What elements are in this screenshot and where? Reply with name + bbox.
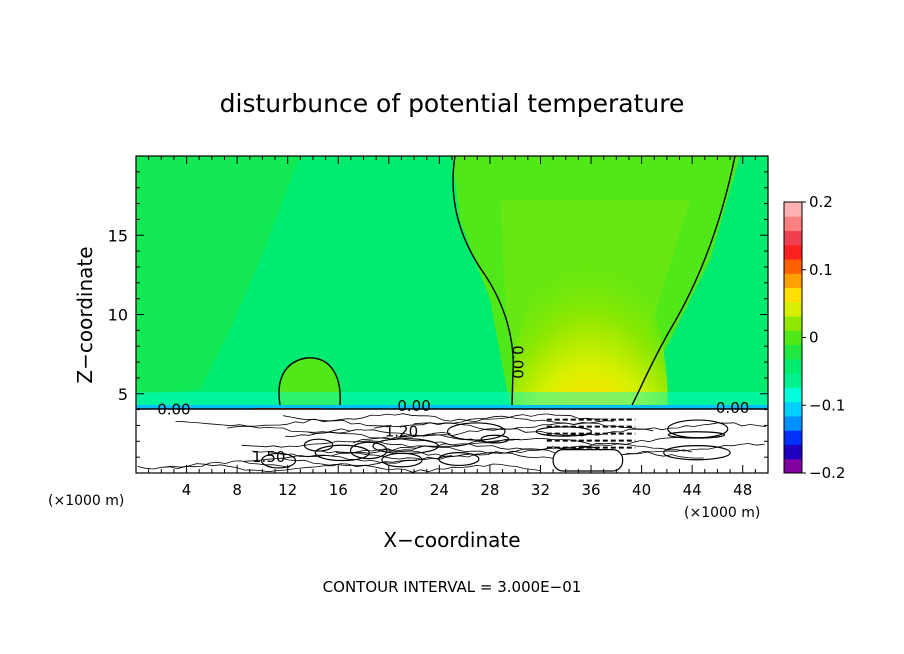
surface-layer <box>136 405 768 409</box>
terrain-contour-line <box>391 434 520 443</box>
terrain-contour-loop <box>349 441 388 460</box>
terrain-contour-line <box>335 451 704 461</box>
contour-label: 1.20 <box>385 423 418 441</box>
colorbar-swatch <box>784 415 802 431</box>
x-tick-label: 8 <box>232 481 242 499</box>
x-tick-label: 20 <box>379 481 398 499</box>
contour-label: 1.50 <box>252 448 285 466</box>
colorbar-swatch <box>784 316 802 331</box>
terrain-contour-loop <box>438 452 480 467</box>
colorbar-tick-label: 0 <box>809 329 819 347</box>
contour-labels: 0.00 0.00 0.00 0.00 1.20 1.50 <box>157 345 749 466</box>
cool-band <box>136 392 768 406</box>
terrain-contour-loop <box>667 419 729 439</box>
y-tick-label: 15 <box>108 226 128 245</box>
terrain-contour-line <box>285 428 654 437</box>
x-tick-label: 24 <box>430 481 449 499</box>
terrain-contours <box>137 413 767 473</box>
colorbar-swatch <box>784 202 802 217</box>
terrain-contour-loop <box>372 438 439 455</box>
colorbar-tick-label: −0.2 <box>809 464 845 482</box>
terrain-contour-loop <box>663 445 731 461</box>
terrain-contour-loop <box>480 434 510 444</box>
x-unit-right: (×1000 m) <box>684 505 760 521</box>
x-axis: 4 8 12 16 20 24 28 32 36 40 44 48 <box>135 156 769 499</box>
colorbar-tick-label: −0.1 <box>809 396 845 414</box>
zero-contour-right <box>631 156 736 406</box>
colorbar-swatch <box>784 330 802 346</box>
x-tick-label: 32 <box>531 481 550 499</box>
colorbar-tick-label: 0.2 <box>809 193 833 211</box>
y-tick-label: 10 <box>108 306 128 325</box>
x-tick-label: 28 <box>480 481 499 499</box>
colorbar-swatch <box>784 401 802 417</box>
x-tick-label: 12 <box>278 481 297 499</box>
zero-contour-center <box>452 156 514 406</box>
terrain-contour-line <box>175 418 392 427</box>
colorbar-swatch <box>784 230 802 246</box>
terrain-contour-line <box>244 454 453 464</box>
x-unit-left: (×1000 m) <box>48 493 124 509</box>
x-tick-label: 16 <box>329 481 348 499</box>
colorbar-swatch <box>784 259 802 274</box>
terrain-contour-line <box>241 440 482 448</box>
colorbar-swatch <box>784 273 802 289</box>
terrain-contour-line <box>280 457 417 466</box>
contour-interval-note: CONTOUR INTERVAL = 3.000E−01 <box>323 578 582 596</box>
x-axis-label: X−coordinate <box>383 528 520 552</box>
colorbar-tick-label: 0.1 <box>809 261 833 279</box>
colorbar-swatch <box>784 458 802 474</box>
y-axis-label: Z−coordinate <box>73 246 97 383</box>
y-axis: 5 10 15 <box>108 155 768 474</box>
x-tick-label: 4 <box>182 481 192 499</box>
contour-label: 0.00 <box>397 397 430 415</box>
terrain-contour-line <box>373 422 767 431</box>
chart-title: disturbunce of potential temperature <box>220 89 685 118</box>
x-tick-label: 48 <box>733 481 752 499</box>
terrain-contour-loop <box>314 444 370 462</box>
terrain-contour-line <box>388 442 765 452</box>
colorbar-swatch <box>784 301 802 317</box>
terrain-contour-line <box>283 413 604 423</box>
terrain-contour-loop <box>260 452 297 469</box>
blob-region <box>279 357 341 405</box>
colorbar-swatch <box>784 387 802 403</box>
contour-label: 0.00 <box>509 345 527 378</box>
terrain-contour-line <box>227 425 356 435</box>
colorbar-swatch <box>784 344 802 360</box>
x-tick-label: 44 <box>683 481 702 499</box>
warm-region-left <box>136 156 300 395</box>
terrain-blank-zone <box>552 449 624 472</box>
y-tick-label: 5 <box>118 385 128 404</box>
plot-area: 0.00 0.00 0.00 0.00 1.20 1.50 <box>136 156 768 473</box>
colorbar-swatch <box>784 444 802 460</box>
contour-label: 0.00 <box>157 400 190 418</box>
colorbar-swatch <box>784 358 802 374</box>
contour-label: 0.00 <box>716 399 749 417</box>
x-tick-label: 40 <box>632 481 651 499</box>
colorbar: 0.2 0.1 0 −0.1 −0.2 <box>783 193 845 482</box>
zero-contour-blob <box>278 357 341 406</box>
colorbar-swatch <box>784 430 802 445</box>
colorbar-swatch <box>784 373 802 388</box>
terrain-contour-loop <box>303 438 334 452</box>
terrain-region <box>136 409 768 473</box>
x-tick-label: 36 <box>581 481 600 499</box>
terrain-contour-line <box>164 463 541 473</box>
colorbar-swatch <box>784 287 802 303</box>
colorbar-swatch <box>784 244 802 260</box>
terrain-contour-loop <box>446 422 506 441</box>
colorbar-swatch <box>784 216 802 232</box>
